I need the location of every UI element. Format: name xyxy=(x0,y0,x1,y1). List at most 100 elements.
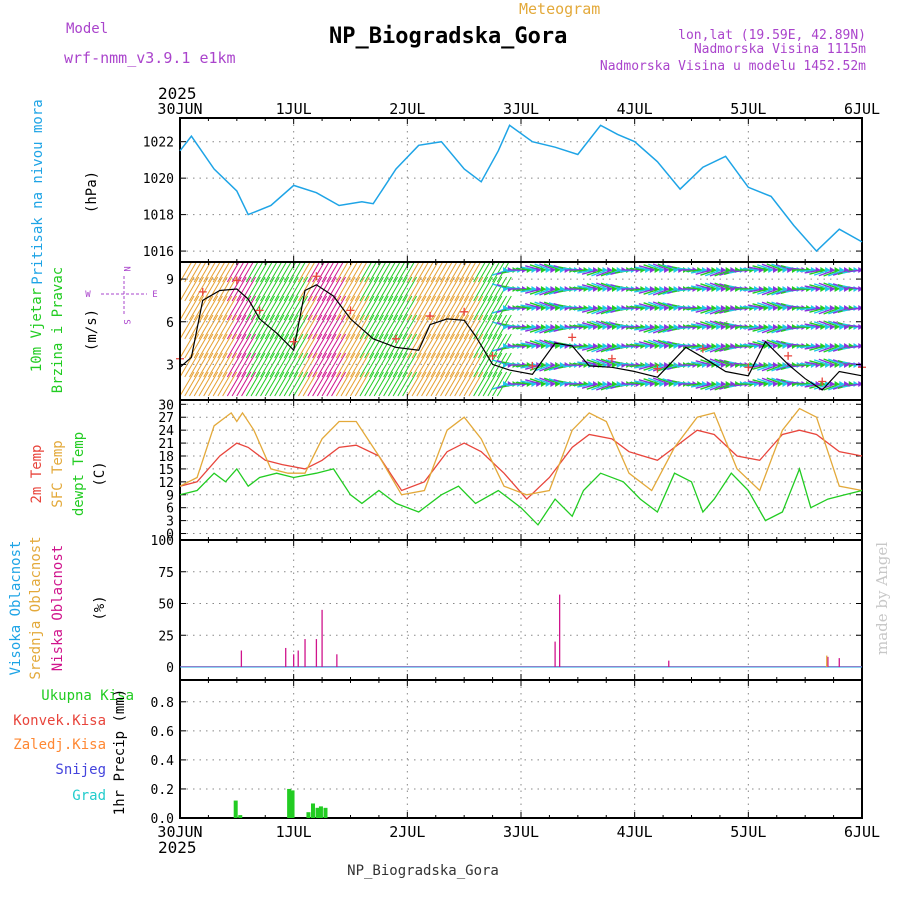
wind-barb xyxy=(425,371,441,397)
wind-barb-head xyxy=(540,286,546,292)
wind-barb xyxy=(364,371,380,397)
wind-barb xyxy=(307,371,323,397)
wind-barb xyxy=(402,276,418,302)
wind-barb xyxy=(411,295,427,321)
wind-barb-head xyxy=(820,343,826,349)
temperature-lines xyxy=(179,407,863,526)
model-label: Model xyxy=(66,21,108,37)
wind-barb-head xyxy=(503,362,509,368)
wind-barb-head xyxy=(825,362,831,368)
wind-barb xyxy=(350,262,363,283)
wind-barb-head xyxy=(773,362,779,368)
wind-barb xyxy=(458,276,474,302)
wind-barb xyxy=(364,276,380,302)
wind-barb xyxy=(373,295,389,321)
wind-barb-head xyxy=(773,267,779,273)
wind-barb-head xyxy=(540,343,546,349)
wind-barb-head xyxy=(773,305,779,311)
wind-barb-head xyxy=(607,381,613,387)
wind-barb xyxy=(217,276,233,302)
wind-barb xyxy=(383,295,399,321)
wind-barb xyxy=(359,276,375,302)
wind-barb-head xyxy=(763,286,769,292)
y-tick-label: 6 xyxy=(166,316,174,331)
wind-barb xyxy=(189,276,204,302)
wind-barb xyxy=(387,262,401,283)
wind-barb xyxy=(468,371,484,397)
wind-barb xyxy=(283,262,297,283)
gust-marker xyxy=(198,287,207,296)
y-tick-label: 0.8 xyxy=(151,696,174,711)
wind-barb xyxy=(326,314,342,340)
wind-barb xyxy=(231,262,245,283)
wind-barb xyxy=(283,276,299,302)
wind-barb-head xyxy=(820,324,826,330)
wind-barb xyxy=(250,295,266,321)
wind-barb-head xyxy=(720,286,726,292)
wind-barb xyxy=(297,276,313,302)
wind-barb-head xyxy=(673,324,679,330)
x-tick-label-top: 30JUN xyxy=(157,100,202,118)
wind-barb-head xyxy=(550,324,556,330)
wind-barb xyxy=(492,295,508,321)
wind-barb-head xyxy=(654,286,660,292)
precip-grid xyxy=(179,680,863,818)
wind-barb-head xyxy=(777,324,783,330)
wind-barb-head xyxy=(593,343,599,349)
wind-barb xyxy=(279,371,294,397)
wind-barb xyxy=(297,371,313,397)
wind-barb xyxy=(269,295,285,321)
wind-barb xyxy=(416,352,432,378)
wind-barb-head xyxy=(616,267,622,273)
wind-barb-head xyxy=(616,362,622,368)
wind-barb-head xyxy=(593,305,599,311)
wind-barb xyxy=(449,295,465,321)
wind-barb xyxy=(350,371,365,397)
wind-barb xyxy=(198,295,214,321)
y-tick-label: 0.4 xyxy=(151,754,175,769)
wind-barb xyxy=(421,295,436,321)
wind-barb-head xyxy=(588,267,594,273)
wind-barb xyxy=(492,276,508,302)
wind-barb-head xyxy=(844,267,850,273)
wind-barb-head xyxy=(834,343,840,349)
wind-barb-head xyxy=(555,343,561,349)
y-tick-label: 18 xyxy=(158,450,174,465)
wind-barb xyxy=(250,333,266,359)
wind-barb xyxy=(321,276,337,302)
pressure-y-ticks: 1016 1018 1020 1022 xyxy=(143,136,862,260)
precip-y-ticks: 0.0 0.2 0.4 0.6 0.8 xyxy=(151,696,862,827)
wind-barb xyxy=(283,352,299,378)
wind-barb-head xyxy=(540,324,546,330)
wind-barb xyxy=(458,314,474,340)
gust-marker xyxy=(460,307,469,316)
wind-barb-head xyxy=(616,343,622,349)
wind-barb-head xyxy=(844,324,850,330)
wind-barb-head xyxy=(545,267,551,273)
wind-barb xyxy=(454,276,470,302)
wind-barb xyxy=(378,295,394,321)
wind-barb-head xyxy=(711,305,717,311)
compass-rose: N W E S xyxy=(85,266,157,324)
wind-barb xyxy=(207,352,223,378)
temp-dewpt-label: dewpt Temp xyxy=(71,432,87,516)
wind-barb xyxy=(245,276,261,302)
wind-barb-head xyxy=(844,343,850,349)
wind-barb xyxy=(217,262,231,283)
wind-barb-head xyxy=(559,267,565,273)
y-tick-label: 0.2 xyxy=(151,783,174,798)
wind-barb-head xyxy=(559,362,565,368)
wind-barb-head xyxy=(820,305,826,311)
watermark: made by Angel xyxy=(873,542,891,655)
wind-barb xyxy=(449,262,463,283)
wind-barb xyxy=(189,371,204,397)
wind-barb xyxy=(184,352,200,378)
wind-barb-head xyxy=(858,343,862,349)
wind-barb xyxy=(430,352,446,378)
wind-barb xyxy=(264,333,280,359)
wind-barb xyxy=(312,314,328,340)
wind-barb xyxy=(241,352,257,378)
wind-barb xyxy=(293,352,309,378)
wind-barb xyxy=(458,371,474,397)
wind-barb-head xyxy=(834,267,840,273)
